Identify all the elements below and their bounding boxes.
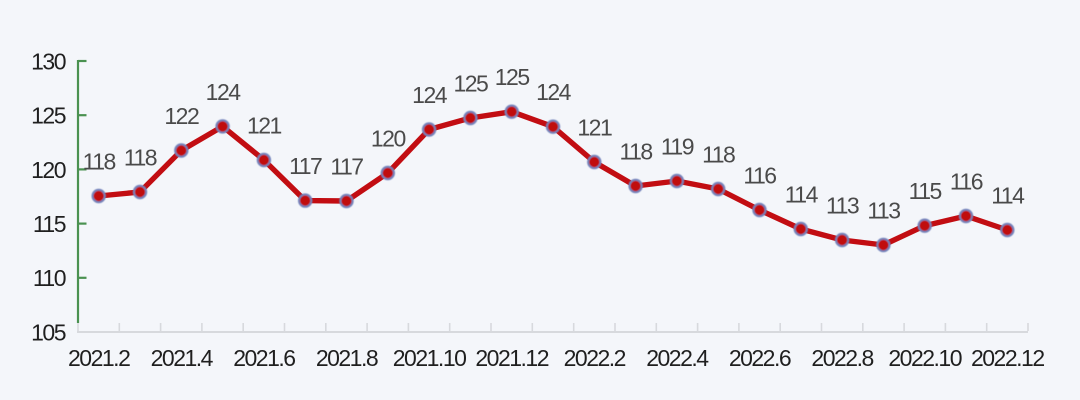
svg-text:117: 117 — [330, 154, 363, 180]
svg-text:118: 118 — [124, 145, 157, 171]
svg-text:118: 118 — [702, 142, 735, 168]
svg-text:125: 125 — [31, 103, 66, 129]
svg-text:2022.2: 2022.2 — [564, 345, 626, 371]
svg-text:2022.8: 2022.8 — [811, 345, 873, 371]
svg-text:121: 121 — [577, 115, 612, 141]
svg-text:124: 124 — [412, 82, 448, 108]
svg-text:125: 125 — [495, 64, 530, 90]
svg-text:2021.10: 2021.10 — [393, 345, 466, 371]
svg-text:115: 115 — [909, 178, 942, 204]
svg-text:125: 125 — [453, 71, 488, 97]
svg-text:2022.12: 2022.12 — [971, 345, 1044, 371]
svg-text:130: 130 — [31, 48, 66, 74]
svg-text:116: 116 — [950, 169, 983, 195]
svg-text:2022.6: 2022.6 — [729, 345, 791, 371]
svg-text:116: 116 — [743, 163, 776, 189]
svg-text:124: 124 — [206, 79, 242, 105]
svg-text:113: 113 — [867, 198, 900, 224]
svg-text:117: 117 — [289, 153, 322, 179]
svg-text:105: 105 — [31, 319, 66, 345]
svg-text:124: 124 — [536, 79, 572, 105]
svg-text:119: 119 — [661, 134, 694, 160]
svg-text:2021.6: 2021.6 — [233, 345, 295, 371]
svg-text:118: 118 — [83, 149, 116, 175]
svg-text:115: 115 — [33, 211, 66, 237]
svg-text:2021.8: 2021.8 — [316, 345, 378, 371]
svg-text:2021.12: 2021.12 — [475, 345, 548, 371]
svg-text:121: 121 — [247, 113, 282, 139]
svg-text:118: 118 — [620, 139, 653, 165]
svg-text:2022.10: 2022.10 — [888, 345, 961, 371]
svg-text:114: 114 — [991, 183, 1025, 209]
svg-text:120: 120 — [31, 157, 66, 183]
svg-text:2022.4: 2022.4 — [646, 345, 709, 371]
svg-text:113: 113 — [826, 193, 859, 219]
svg-text:122: 122 — [164, 103, 199, 129]
svg-text:120: 120 — [371, 126, 406, 152]
svg-text:2021.4: 2021.4 — [151, 345, 214, 371]
svg-text:110: 110 — [33, 265, 66, 291]
svg-text:2021.2: 2021.2 — [68, 345, 130, 371]
svg-text:114: 114 — [785, 182, 819, 208]
